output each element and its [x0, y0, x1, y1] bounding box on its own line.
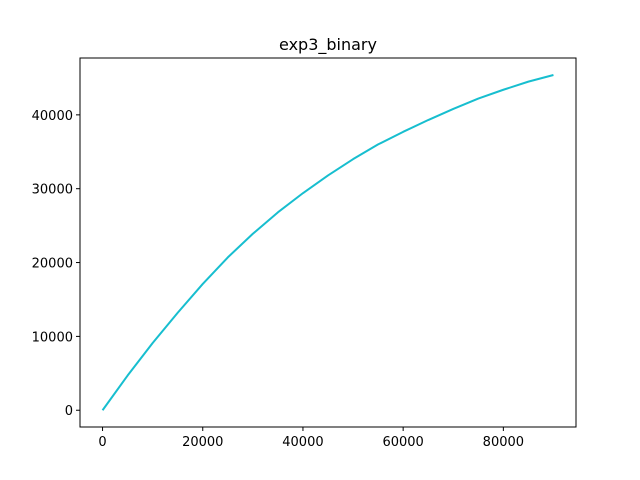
x-tick-label: 0	[98, 435, 106, 450]
series-line-0	[101, 74, 554, 411]
x-tick-label: 80000	[483, 435, 524, 450]
plot-area	[101, 74, 554, 411]
chart-title: exp3_binary	[279, 35, 377, 55]
x-tick-label: 20000	[182, 435, 223, 450]
y-tick-label: 10000	[32, 330, 73, 345]
x-axis: 0 20000 40000 60000 80000	[98, 427, 524, 450]
x-tick-label: 40000	[282, 435, 323, 450]
y-tick-label: 20000	[32, 257, 73, 272]
y-tick-label: 40000	[32, 109, 73, 124]
y-tick-label: 0	[65, 404, 73, 419]
axes-frame	[79, 57, 577, 428]
y-tick-label: 30000	[32, 183, 73, 198]
x-tick-label: 60000	[382, 435, 423, 450]
y-axis: 0 10000 20000 30000 40000	[32, 109, 80, 419]
